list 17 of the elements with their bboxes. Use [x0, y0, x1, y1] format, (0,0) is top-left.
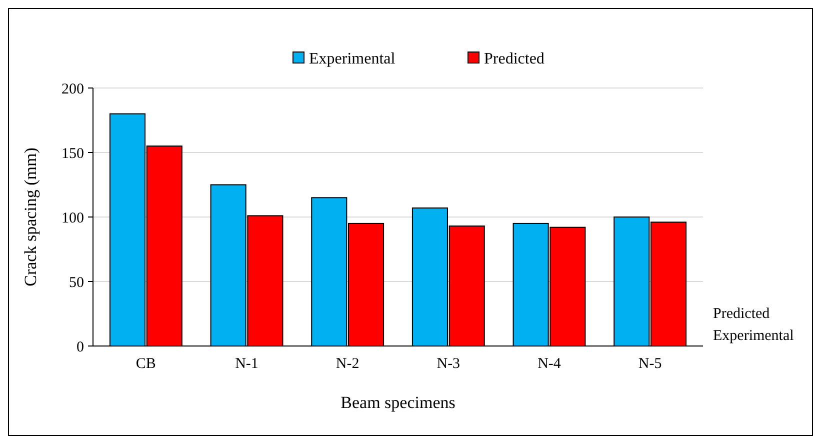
x-tick-label: N-5 [638, 356, 662, 372]
y-tick-label: 150 [62, 146, 84, 162]
x-tick-label: N-4 [538, 356, 562, 372]
legend-label: Experimental [309, 50, 396, 68]
text: Experimental [713, 328, 794, 344]
y-axis-title: Crack spacing (mm) [21, 148, 40, 286]
y-tick-label: 50 [69, 274, 84, 291]
x-tick-label: N-1 [235, 356, 258, 372]
legend-label: Predicted [484, 50, 544, 68]
x-tick-label: N-3 [436, 356, 460, 372]
x-tick-label: N-2 [336, 356, 360, 372]
text: Predicted [713, 306, 770, 322]
x-axis-title: Beam specimens [340, 393, 456, 412]
x-tick-label: CB [136, 356, 156, 372]
y-tick-label: 200 [62, 81, 84, 98]
y-tick-label: 100 [62, 210, 84, 226]
y-tick-label: 0 [76, 339, 84, 356]
